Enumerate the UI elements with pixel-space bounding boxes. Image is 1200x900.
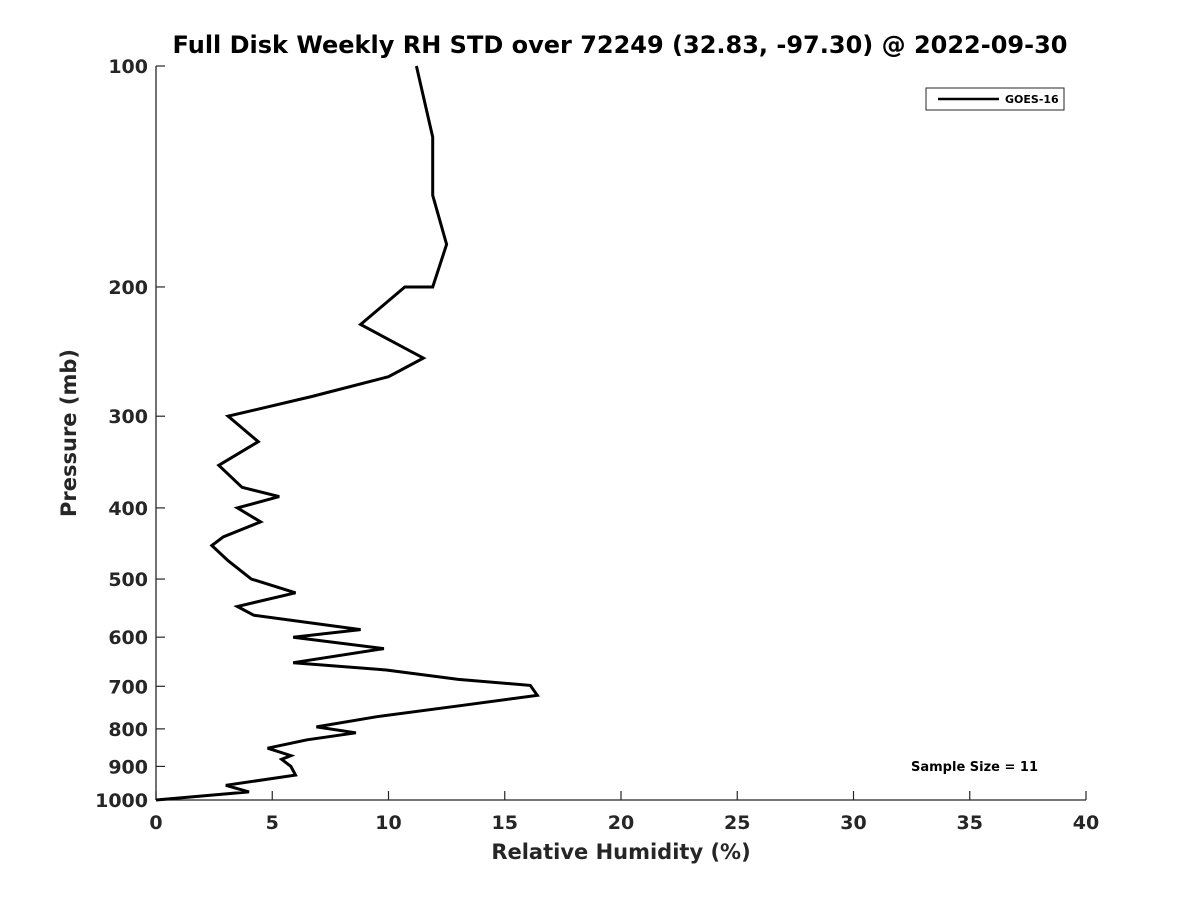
y-tick-label: 300 [108,406,148,428]
y-tick-label: 700 [108,676,148,698]
x-tick-label: 15 [492,812,518,834]
x-tick-label: 0 [149,812,162,834]
y-tick-label: 1000 [95,790,148,812]
x-tick-label: 10 [375,812,401,834]
chart-title: Full Disk Weekly RH STD over 72249 (32.8… [173,31,1068,59]
y-tick-label: 900 [108,756,148,778]
x-tick-label: 30 [840,812,866,834]
y-tick-label: 400 [108,498,148,520]
legend-entry-label: GOES-16 [1005,93,1059,106]
series-line-goes-16 [155,65,540,802]
y-tick-label: 600 [108,627,148,649]
series-layer [155,65,540,802]
x-ticks: 0 5 10 15 20 25 30 35 40 [149,791,1099,834]
legend: GOES-16 [925,87,1065,111]
x-tick-label: 35 [957,812,983,834]
sample-size-annotation: Sample Size = 11 [911,760,1038,775]
y-tick-label: 500 [108,569,148,591]
x-tick-label: 20 [608,812,634,834]
x-tick-label: 40 [1073,812,1099,834]
y-tick-label: 800 [108,719,148,741]
y-axis-label: Pressure (mb) [57,349,81,517]
y-ticks: 100 200 300 400 500 600 700 800 900 1000 [95,56,165,812]
y-tick-label: 200 [108,277,148,299]
y-tick-label: 100 [108,56,148,78]
x-axis-label: Relative Humidity (%) [491,840,750,864]
x-tick-label: 25 [724,812,750,834]
x-tick-label: 5 [266,812,279,834]
plot-area: 0 5 10 15 20 25 30 35 40 100 200 300 400 500 600 700 80… [95,56,1099,834]
